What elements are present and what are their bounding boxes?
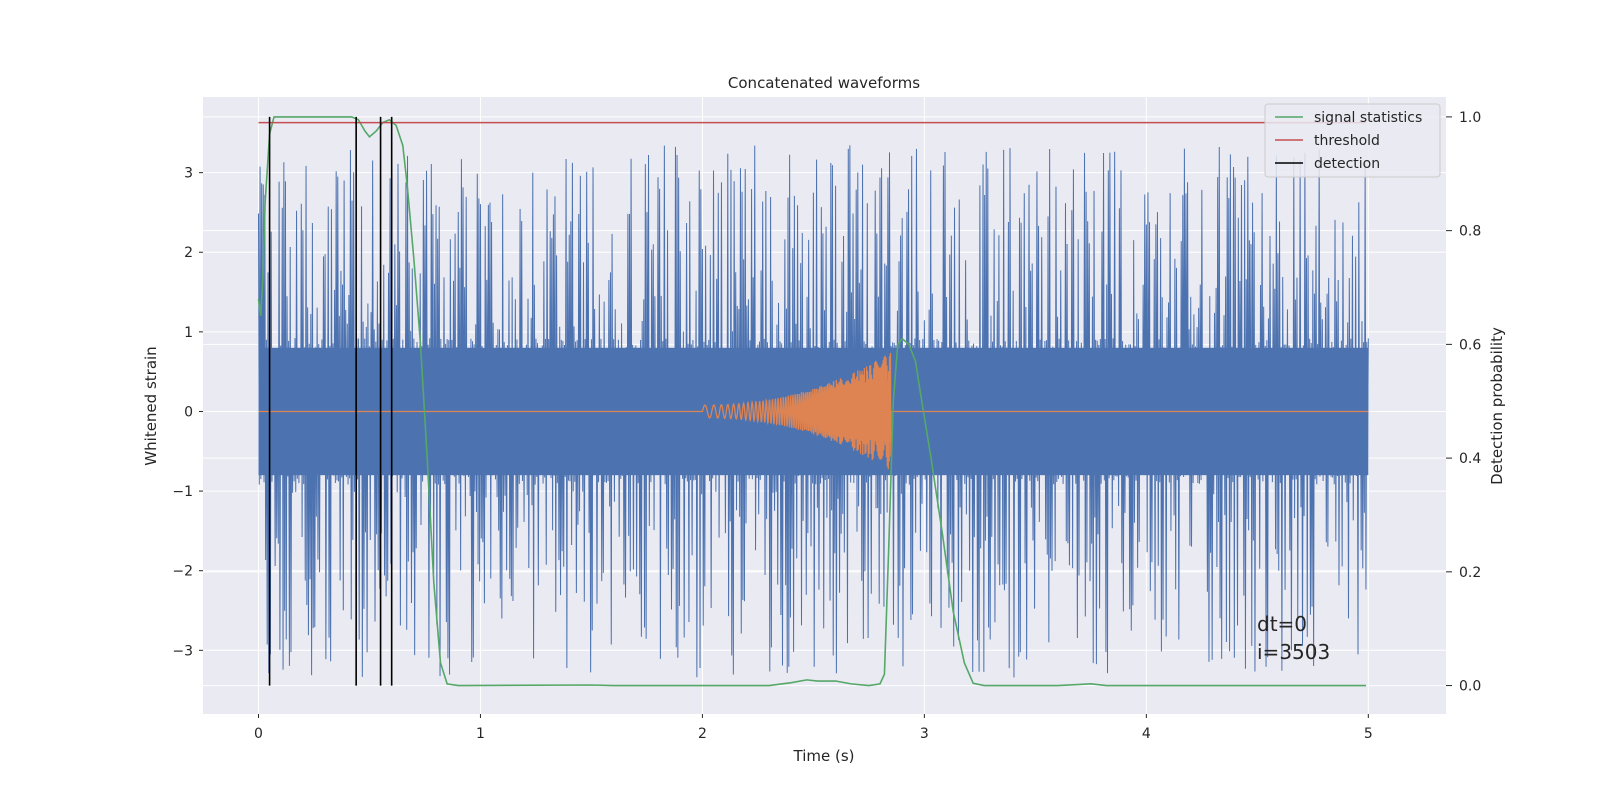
- right-tick-label-5: 1.0: [1459, 110, 1481, 126]
- legend-label-signal-statistics: signal statistics: [1314, 110, 1422, 126]
- y-tick-label-3: 0: [184, 404, 193, 420]
- chart-title: Concatenated waveforms: [728, 74, 920, 92]
- y-tick-label-0: −3: [172, 643, 193, 659]
- x-tick-label-0: 0: [254, 726, 263, 742]
- x-tick-label-3: 3: [920, 726, 929, 742]
- right-axis-ticks: 0.0 0.2 0.4 0.6 0.8 1.0: [1446, 110, 1481, 695]
- x-tick-label-5: 5: [1364, 726, 1373, 742]
- x-tick-label-1: 1: [476, 726, 485, 742]
- y-tick-label-4: 1: [184, 325, 193, 341]
- right-tick-label-3: 0.6: [1459, 337, 1481, 353]
- series-injected-waveform: [258, 352, 1369, 470]
- right-axis-label: Detection probability: [1488, 327, 1506, 485]
- x-axis-label: Time (s): [793, 747, 855, 765]
- y-tick-label-5: 2: [184, 245, 193, 261]
- series-layer: [257, 116, 1369, 687]
- annotation-index: i=3503: [1257, 640, 1330, 664]
- x-axis-ticks: 0 1 2 3 4 5: [254, 714, 1373, 742]
- legend-label-threshold: threshold: [1314, 133, 1380, 149]
- y-axis-ticks: −3 −2 −1 0 1 2 3: [172, 166, 203, 659]
- right-tick-label-1: 0.2: [1459, 565, 1481, 581]
- legend: signal statistics threshold detection: [1264, 103, 1441, 178]
- y-tick-label-2: −1: [172, 484, 193, 500]
- x-tick-label-2: 2: [698, 726, 707, 742]
- right-tick-label-0: 0.0: [1459, 679, 1481, 695]
- annotation-dt: dt=0: [1257, 612, 1307, 636]
- y-axis-label: Whitened strain: [142, 346, 160, 465]
- right-tick-label-2: 0.4: [1459, 451, 1481, 467]
- legend-box: [1264, 103, 1441, 178]
- y-tick-label-1: −2: [172, 564, 193, 580]
- x-tick-label-4: 4: [1142, 726, 1151, 742]
- right-tick-label-4: 0.8: [1459, 224, 1481, 240]
- legend-label-detection: detection: [1314, 156, 1380, 172]
- y-tick-label-6: 3: [184, 166, 193, 182]
- series-signal-statistics: [257, 116, 1367, 687]
